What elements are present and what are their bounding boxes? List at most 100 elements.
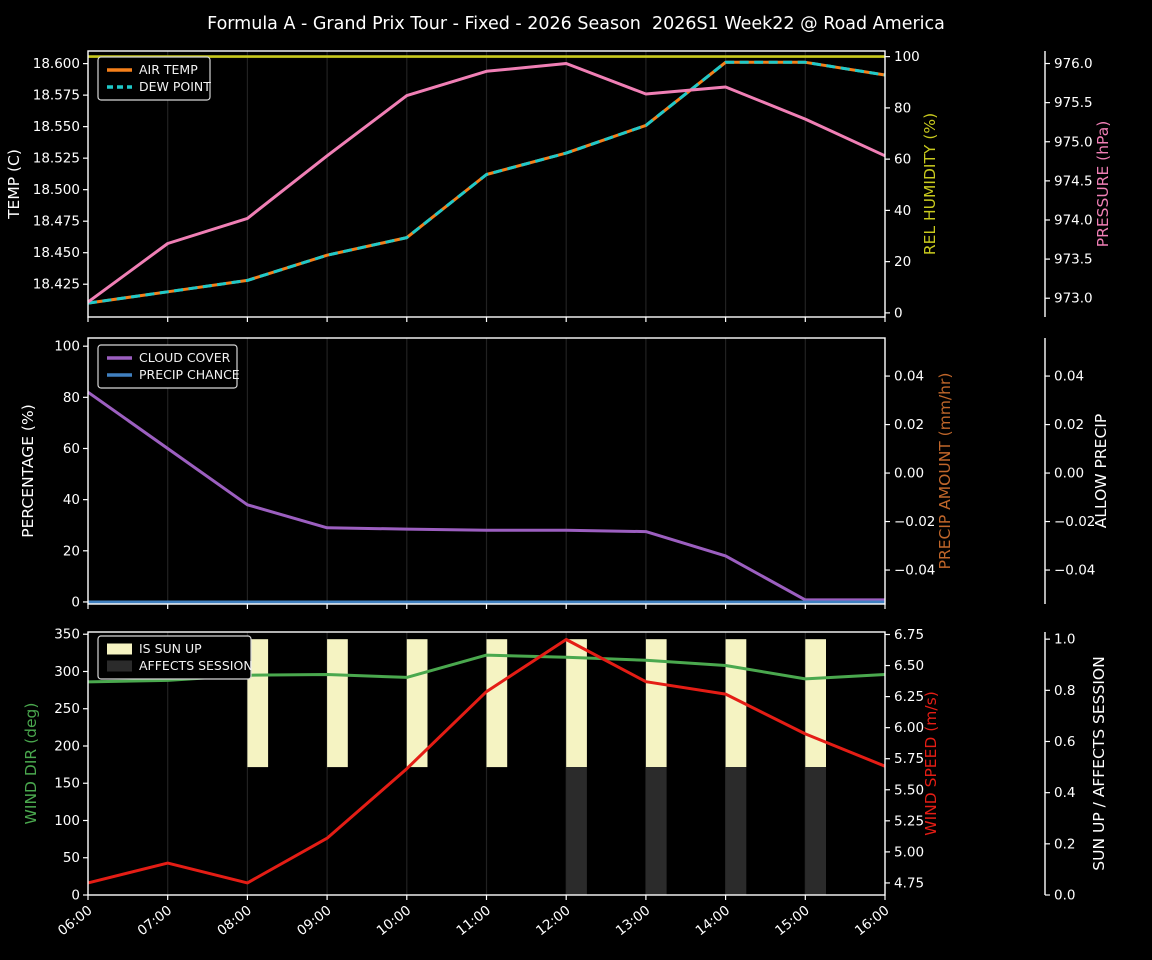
bar-is-sun-up (247, 639, 269, 768)
axis-label-rel-humidity-: REL HUMIDITY (%) (921, 113, 939, 255)
y-tick-label: 975.0 (1054, 134, 1093, 150)
y-tick-label: 0.00 (1054, 466, 1084, 482)
y-tick-label: 5.75 (894, 751, 924, 767)
x-tick-label: 15:00 (772, 903, 813, 940)
y-tick-label: 40 (894, 203, 911, 219)
y-tick-label: 974.5 (1054, 173, 1093, 189)
y-tick-label: 0.8 (1054, 683, 1075, 699)
axis-label-temp-c-: TEMP (C) (5, 149, 23, 220)
panel-wind-sun: 0 50 100 150 200 250 300 350 WIND DIR (deg) 06:00… (22, 627, 1108, 939)
bar-is-sun-up (406, 639, 428, 768)
y-tick-label: 974.0 (1054, 212, 1093, 228)
legend-cloud-precip: CLOUD COVER PRECIP CHANCE (97, 344, 240, 389)
bar-affects-session (645, 767, 667, 895)
y-tick-label: 18.425 (33, 277, 80, 293)
y-tick-label: 0.04 (894, 369, 924, 385)
x-tick-label: 07:00 (135, 903, 176, 940)
x-tick-label: 06:00 (55, 903, 96, 940)
y-tick-label: 18.450 (33, 245, 80, 261)
y-tick-label: 0.04 (1054, 369, 1084, 385)
y-tick-label: 0.00 (894, 466, 924, 482)
axis-label-wind-dir-deg-: WIND DIR (deg) (22, 703, 40, 825)
y-tick-label: 60 (63, 441, 80, 457)
legend-label-affects-session: AFFECTS SESSION (139, 658, 253, 673)
y-tick-label: 0.6 (1054, 734, 1075, 750)
chart-title: Formula A - Grand Prix Tour - Fixed - 20… (207, 14, 945, 34)
y-tick-label: 5.25 (894, 813, 924, 829)
series-is-sun-up (247, 639, 826, 768)
y-tick-label: 60 (894, 152, 911, 168)
y-tick-label: 6.75 (894, 627, 924, 643)
y-tick-label: 975.5 (1054, 95, 1093, 111)
y-tick-label: 973.5 (1054, 252, 1093, 268)
y-tick-label: 20 (63, 543, 80, 559)
y-tick-label: 0.0 (1054, 888, 1075, 904)
y-tick-label: 80 (63, 390, 80, 406)
bar-is-sun-up (327, 639, 348, 768)
series-cloud-cover (87, 390, 885, 602)
y-tick-label: 100 (54, 813, 80, 829)
y-tick-label: 150 (54, 776, 80, 792)
bar-is-sun-up (805, 639, 826, 768)
legend-temp-humidity-pressure: AIR TEMP DEW POINT (97, 56, 211, 101)
y-tick-label: 200 (54, 738, 80, 754)
y-tick-label: 0 (71, 888, 80, 904)
y-tick-label: 0.02 (1054, 417, 1084, 433)
axis-label-pressure-hpa-: PRESSURE (hPa) (1094, 121, 1112, 248)
y-tick-label: −0.04 (1054, 563, 1095, 579)
y-tick-label: 6.00 (894, 720, 924, 736)
panel-temp-humidity-pressure: 18.425 18.450 18.475 18.500 18.525 18.550 18.5… (5, 49, 1112, 322)
y-tick-label: 4.75 (894, 875, 924, 891)
series-affects-session (566, 767, 826, 895)
x-axis-cloud-precip (87, 604, 886, 609)
x-tick-label: 09:00 (294, 903, 335, 940)
axis-label-precip-amount-mm-hr-: PRECIP AMOUNT (mm/hr) (936, 373, 954, 570)
legend-label-is-sun-up: IS SUN UP (139, 641, 202, 656)
y-tick-label: 100 (54, 339, 80, 355)
right-axis-1-temp-humidity-pressure: 973.0 973.5 974.0 974.5 975.0 975.5 976.0 PRESS… (1044, 51, 1112, 317)
y-tick-label: 18.575 (33, 88, 80, 104)
y-tick-label: 1.0 (1054, 632, 1075, 648)
y-tick-label: 18.600 (33, 56, 80, 72)
x-tick-label: 08:00 (214, 903, 255, 940)
x-tick-label: 12:00 (533, 903, 574, 940)
x-tick-label: 16:00 (852, 903, 893, 940)
y-tick-label: 0.4 (1054, 785, 1075, 801)
legend-swatch-affects-session (107, 660, 132, 672)
y-tick-label: 976.0 (1054, 56, 1093, 72)
series-dew-point (87, 60, 886, 305)
y-tick-label: 250 (54, 701, 80, 717)
y-tick-label: 5.00 (894, 844, 924, 860)
axis-label-allow-precip: ALLOW PRECIP (1092, 414, 1110, 528)
y-tick-label: 0.02 (894, 417, 924, 433)
series-pressure (87, 62, 886, 304)
bar-affects-session (805, 767, 826, 895)
left-axis-wind-sun: 0 50 100 150 200 250 300 350 WIND DIR (deg) (22, 627, 88, 904)
x-axis-temp-humidity-pressure (87, 317, 886, 322)
bar-is-sun-up (486, 639, 508, 768)
bar-affects-session (725, 767, 747, 895)
right-axis-0-wind-sun: 4.75 5.00 5.25 5.50 5.75 6.00 6.25 6.50 6.75 WIND… (885, 627, 940, 891)
y-tick-label: 50 (63, 850, 80, 866)
panel-cloud-precip: 0 20 40 60 80 100 PERCENTAGE (%) 0.04 0.02 0.00 −0… (19, 337, 1110, 610)
y-tick-label: −0.04 (894, 563, 935, 579)
legend-label-dew-point: DEW POINT (139, 79, 211, 94)
x-tick-label: 13:00 (613, 903, 654, 940)
x-axis-wind-sun: 06:00 07:00 08:00 09:00 10:00 11:00 12:00 13:00… (55, 895, 893, 940)
axis-label-sun-up-affects-session: SUN UP / AFFECTS SESSION (1090, 656, 1108, 870)
y-tick-label: 18.475 (33, 214, 80, 230)
y-tick-label: 0 (894, 305, 903, 321)
y-tick-label: 300 (54, 664, 80, 680)
legend-wind-sun: IS SUN UP AFFECTS SESSION (97, 635, 253, 680)
legend-swatch-is-sun-up (107, 643, 132, 655)
y-tick-label: 80 (894, 100, 911, 116)
y-tick-label: 40 (63, 492, 80, 508)
y-tick-label: 6.50 (894, 658, 924, 674)
y-tick-label: 350 (54, 627, 80, 643)
bar-is-sun-up (725, 639, 747, 768)
y-tick-label: 18.525 (33, 151, 80, 167)
y-tick-label: 20 (894, 254, 911, 270)
x-tick-label: 11:00 (453, 903, 494, 940)
